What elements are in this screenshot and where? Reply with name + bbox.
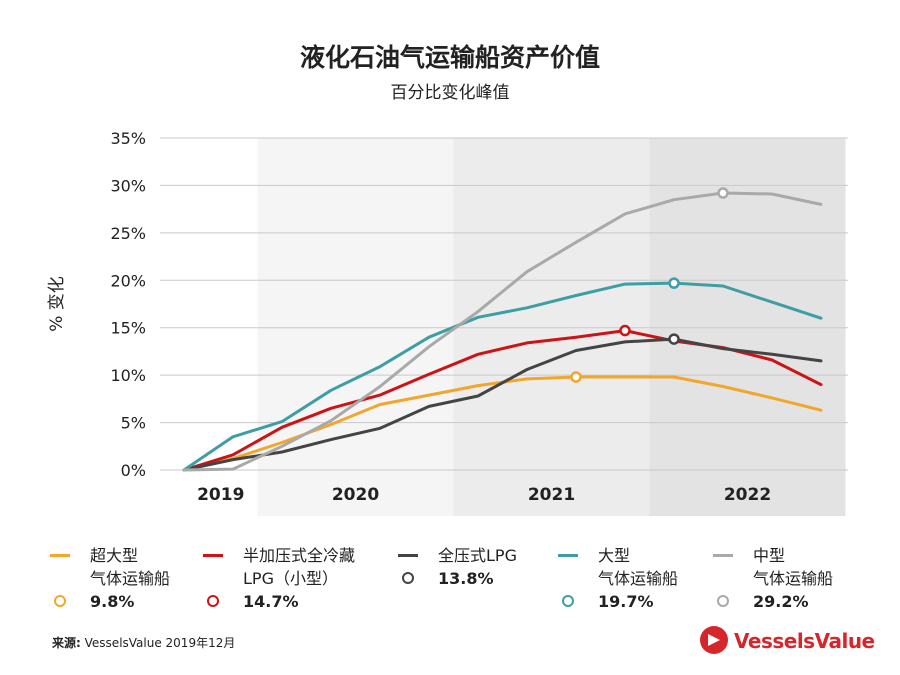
legend-peak-value: 13.8% (438, 569, 494, 588)
legend-label: 超大型 (90, 546, 139, 565)
y-tick-label: 20% (110, 271, 146, 290)
legend-label-line2: LPG（小型） (243, 569, 338, 588)
logo-text: VesselsValue (734, 629, 875, 653)
peak-point (668, 333, 680, 345)
legend-peak-value: 29.2% (753, 592, 809, 611)
chart-title: 液化石油气运输船资产价值 (299, 43, 600, 72)
year-label: 2020 (332, 485, 379, 505)
legend-swatch (203, 554, 223, 557)
legend-swatch (50, 554, 70, 557)
y-tick-label: 5% (121, 414, 146, 433)
legend-peak-value: 19.7% (598, 592, 654, 611)
legend-label: 全压式LPG (438, 546, 517, 565)
year-label: 2021 (528, 485, 575, 505)
y-tick-label: 15% (110, 319, 146, 338)
peak-marker-icon (54, 595, 66, 607)
series-line (182, 281, 823, 472)
y-tick-label: 25% (110, 224, 146, 243)
year-band (649, 138, 846, 516)
legend-label-line2: 气体运输船 (598, 569, 679, 588)
y-tick-label: 0% (121, 461, 146, 480)
source-text: VesselsValue 2019年12月 (84, 636, 236, 650)
series-line (182, 191, 823, 472)
year-label: 2019 (197, 485, 244, 505)
peak-marker-icon (402, 572, 414, 584)
legend-label-line2: 气体运输船 (753, 569, 834, 588)
legend-label: 中型 (753, 546, 786, 565)
source-label: 来源: (52, 636, 81, 650)
peak-point (570, 371, 582, 383)
y-tick-label: 10% (110, 366, 146, 385)
year-band (453, 138, 650, 516)
chart-subtitle: 百分比变化峰值 (390, 83, 510, 103)
legend-swatch (398, 554, 418, 557)
peak-marker-icon (717, 595, 729, 607)
peak-point (717, 187, 729, 199)
y-tick-label: 35% (110, 129, 146, 148)
legend-peak-value: 9.8% (90, 592, 135, 611)
legend-peak-value: 14.7% (243, 592, 299, 611)
legend-swatch (713, 554, 733, 557)
peak-point (668, 277, 680, 289)
legend-label: 半加压式全冷藏 (243, 546, 356, 565)
year-label: 2022 (724, 485, 771, 505)
line-chart: 2019 2020 2021 2022 0% 5% 10% 15% 20% 25% 30% 35% % … (47, 129, 848, 516)
legend-swatch (558, 554, 578, 557)
legend-label-line2: 气体运输船 (90, 569, 171, 588)
peak-point (619, 324, 631, 337)
source-note: 来源: VesselsValue 2019年12月 (52, 634, 235, 651)
logo-mark-icon (700, 626, 728, 654)
year-band (257, 138, 454, 516)
y-axis-label: % 变化 (47, 276, 67, 332)
peak-marker-icon (207, 595, 219, 607)
y-tick-label: 30% (110, 176, 146, 195)
legend-label: 大型 (598, 546, 631, 565)
peak-marker-icon (562, 595, 574, 607)
series-line (182, 337, 823, 472)
